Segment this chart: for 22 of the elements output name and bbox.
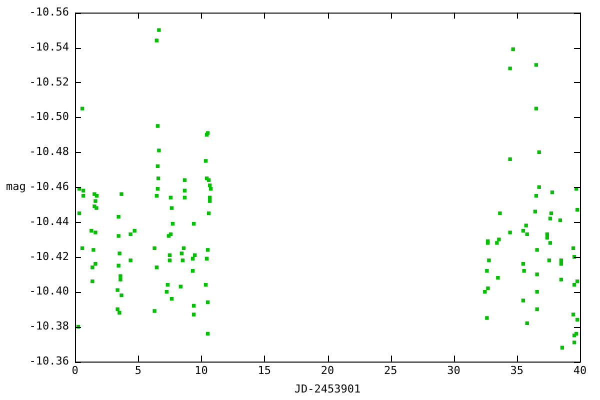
x-tick-label: 20 <box>320 364 334 378</box>
x-tick-label: 30 <box>447 364 460 378</box>
x-tick-label: 35 <box>510 364 524 378</box>
y-tick-label: -10.44 <box>29 214 70 228</box>
x-tick-label: 0 <box>72 364 78 378</box>
y-tick-label: -10.54 <box>29 40 70 54</box>
x-tick-label: 10 <box>194 364 208 378</box>
y-tick-label: -10.36 <box>29 354 69 368</box>
y-tick-label: -10.40 <box>29 284 69 298</box>
y-axis-title: mag <box>6 180 26 193</box>
y-tick-label: -10.42 <box>29 250 69 263</box>
x-tick-label: 5 <box>134 364 142 378</box>
y-tick-label: -10.56 <box>29 5 69 18</box>
y-tick-label: -10.50 <box>29 110 69 124</box>
x-tick-label: 15 <box>258 364 271 378</box>
y-tick-label: -10.38 <box>29 320 69 333</box>
y-tick-label: -10.46 <box>29 180 69 193</box>
x-tick-label: 40 <box>573 364 587 378</box>
y-tick-label: -10.52 <box>29 75 69 88</box>
y-tick-label: -10.48 <box>29 145 69 158</box>
x-axis-title: JD-2453901 <box>294 382 361 396</box>
x-tick-label: 25 <box>384 364 398 378</box>
